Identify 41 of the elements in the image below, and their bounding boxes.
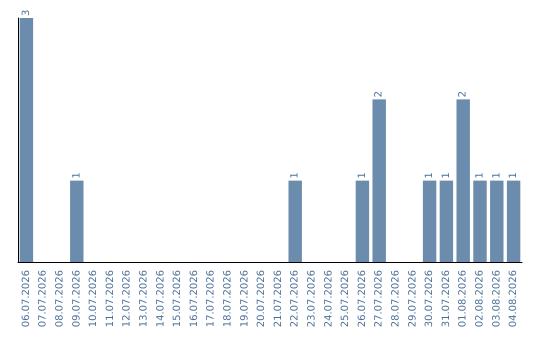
data-label: 2 [458,90,469,98]
x-tick-label: 01.08.2026 [458,270,469,328]
x-tick-label: 07.07.2026 [38,270,49,328]
x-tick-label: 10.07.2026 [88,270,100,328]
x-tick-label: 22.07.2026 [290,270,301,328]
x-tick-label: 20.07.2026 [256,270,268,328]
data-label: 3 [20,10,32,16]
x-tick-label: 28.07.2026 [390,270,402,328]
data-label: 1 [491,172,502,179]
x-tick-label: 31.07.2026 [440,270,452,328]
x-tick-label: 11.07.2026 [104,270,116,328]
x-tick-label: 24.07.2026 [323,270,334,328]
x-tick-label: 04.08.2026 [508,270,520,328]
data-label: 1 [440,172,452,179]
data-label: 2 [374,90,385,98]
x-tick-label: 25.07.2026 [340,270,352,328]
data-label: 1 [290,172,301,179]
x-tick-label: 14.07.2026 [155,270,166,328]
x-tick-label: 27.07.2026 [374,270,385,328]
x-tick-label: 09.07.2026 [71,270,82,328]
x-tick-label: 08.07.2026 [54,270,66,328]
x-tick-label: 16.07.2026 [188,270,200,328]
data-label: 1 [474,172,486,179]
x-tick-label: 17.07.2026 [206,270,217,328]
x-tick-label: 26.07.2026 [356,270,368,328]
x-tick-label: 23.07.2026 [306,270,318,328]
data-label: 1 [424,172,436,179]
x-tick-label: 13.07.2026 [138,270,150,328]
x-tick-label: 19.07.2026 [239,270,250,328]
x-tick-label: 02.08.2026 [474,270,486,328]
x-tick-label: 03.08.2026 [491,270,502,328]
x-tick-label: 18.07.2026 [222,270,234,328]
x-tick-label: 15.07.2026 [172,270,184,328]
x-tick-label: 06.07.2026 [20,270,32,328]
x-tick-label: 29.07.2026 [407,270,418,328]
x-tick-label: 21.07.2026 [272,270,284,328]
x-tick-label: 30.07.2026 [424,270,436,328]
data-label: 1 [356,172,368,179]
x-tick-label: 12.07.2026 [122,270,133,328]
data-label: 1 [508,172,520,179]
data-label: 1 [71,172,82,179]
